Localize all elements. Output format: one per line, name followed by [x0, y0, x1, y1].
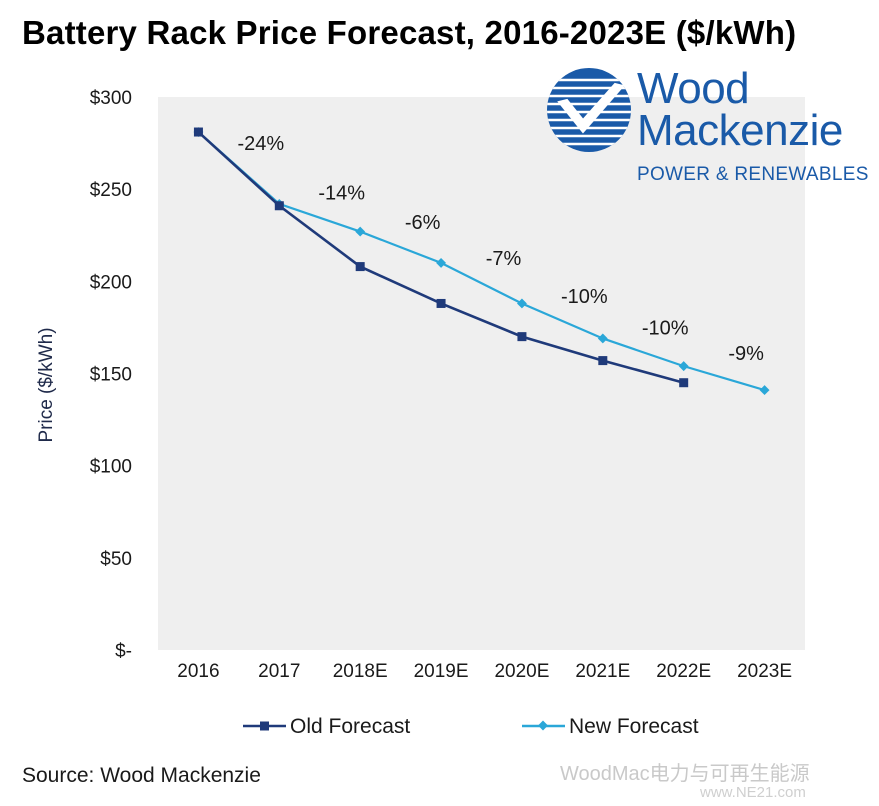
logo-text-mackenzie: Mackenzie: [637, 106, 843, 155]
data-point-new-forecast: [678, 361, 689, 372]
percent-change-label: -6%: [405, 212, 441, 234]
data-point-new-forecast: [436, 257, 447, 268]
percent-change-label: -9%: [728, 343, 764, 365]
watermark-url: www.NE21.com: [700, 784, 806, 801]
legend: Old Forecast New Forecast: [243, 715, 699, 738]
data-point-old-forecast: [193, 127, 203, 137]
y-tick-label: $200: [90, 272, 132, 293]
data-point-old-forecast: [598, 356, 608, 366]
percent-change-label: -10%: [642, 317, 689, 339]
data-point-old-forecast: [436, 298, 446, 308]
x-tick-label: 2019E: [414, 661, 469, 682]
chart-title: Battery Rack Price Forecast, 2016-2023E …: [22, 14, 797, 51]
x-tick-label: 2021E: [575, 661, 630, 682]
y-tick-label: $300: [90, 88, 132, 109]
y-axis-ticks: $- $50 $100 $150 $200 $250 $300: [90, 88, 132, 662]
data-point-old-forecast: [679, 378, 689, 388]
data-point-new-forecast: [759, 385, 770, 396]
logo-subtitle: POWER & RENEWABLES: [637, 164, 869, 185]
legend-new-marker: [538, 720, 548, 731]
percent-change-labels: -24% -14% -6% -7% -10% -10% -9%: [238, 133, 765, 365]
data-point-old-forecast: [517, 332, 527, 342]
x-tick-label: 2017: [258, 661, 300, 682]
x-tick-label: 2018E: [333, 661, 388, 682]
data-point-new-forecast: [597, 333, 608, 344]
x-tick-label: 2022E: [656, 661, 711, 682]
logo-globe-icon: [547, 68, 631, 152]
y-tick-label: $250: [90, 180, 132, 201]
data-point-old-forecast: [274, 201, 284, 211]
x-tick-label: 2020E: [494, 661, 549, 682]
y-tick-label: $150: [90, 365, 132, 386]
percent-change-label: -14%: [318, 183, 365, 205]
percent-change-label: -24%: [238, 133, 285, 155]
wood-mackenzie-logo: Wood Mackenzie POWER & RENEWABLES: [545, 64, 868, 196]
x-tick-label: 2023E: [737, 661, 792, 682]
y-axis-label: Price ($/kWh): [36, 327, 57, 442]
x-axis-ticks: 2016 2017 2018E 2019E 2020E 2021E 2022E 2023E: [177, 661, 792, 682]
y-tick-label: $100: [90, 457, 132, 478]
legend-old-marker: [260, 721, 269, 731]
plot-area: [158, 97, 805, 650]
data-point-new-forecast: [355, 226, 366, 237]
y-tick-label: $50: [100, 549, 132, 570]
series-layer: [193, 127, 770, 396]
x-tick-label: 2016: [177, 661, 219, 682]
series-line-new-forecast: [197, 131, 765, 392]
y-tick-label: $-: [115, 641, 132, 662]
legend-new-label: New Forecast: [569, 715, 699, 738]
percent-change-label: -10%: [561, 286, 608, 308]
watermark: WoodMac电力与可再生能源: [560, 763, 810, 785]
data-point-new-forecast: [516, 298, 527, 309]
source-note: Source: Wood Mackenzie: [22, 764, 261, 787]
percent-change-label: -7%: [486, 248, 522, 270]
legend-old-label: Old Forecast: [290, 715, 410, 738]
logo-text-wood: Wood: [637, 64, 750, 113]
data-point-old-forecast: [355, 262, 365, 272]
